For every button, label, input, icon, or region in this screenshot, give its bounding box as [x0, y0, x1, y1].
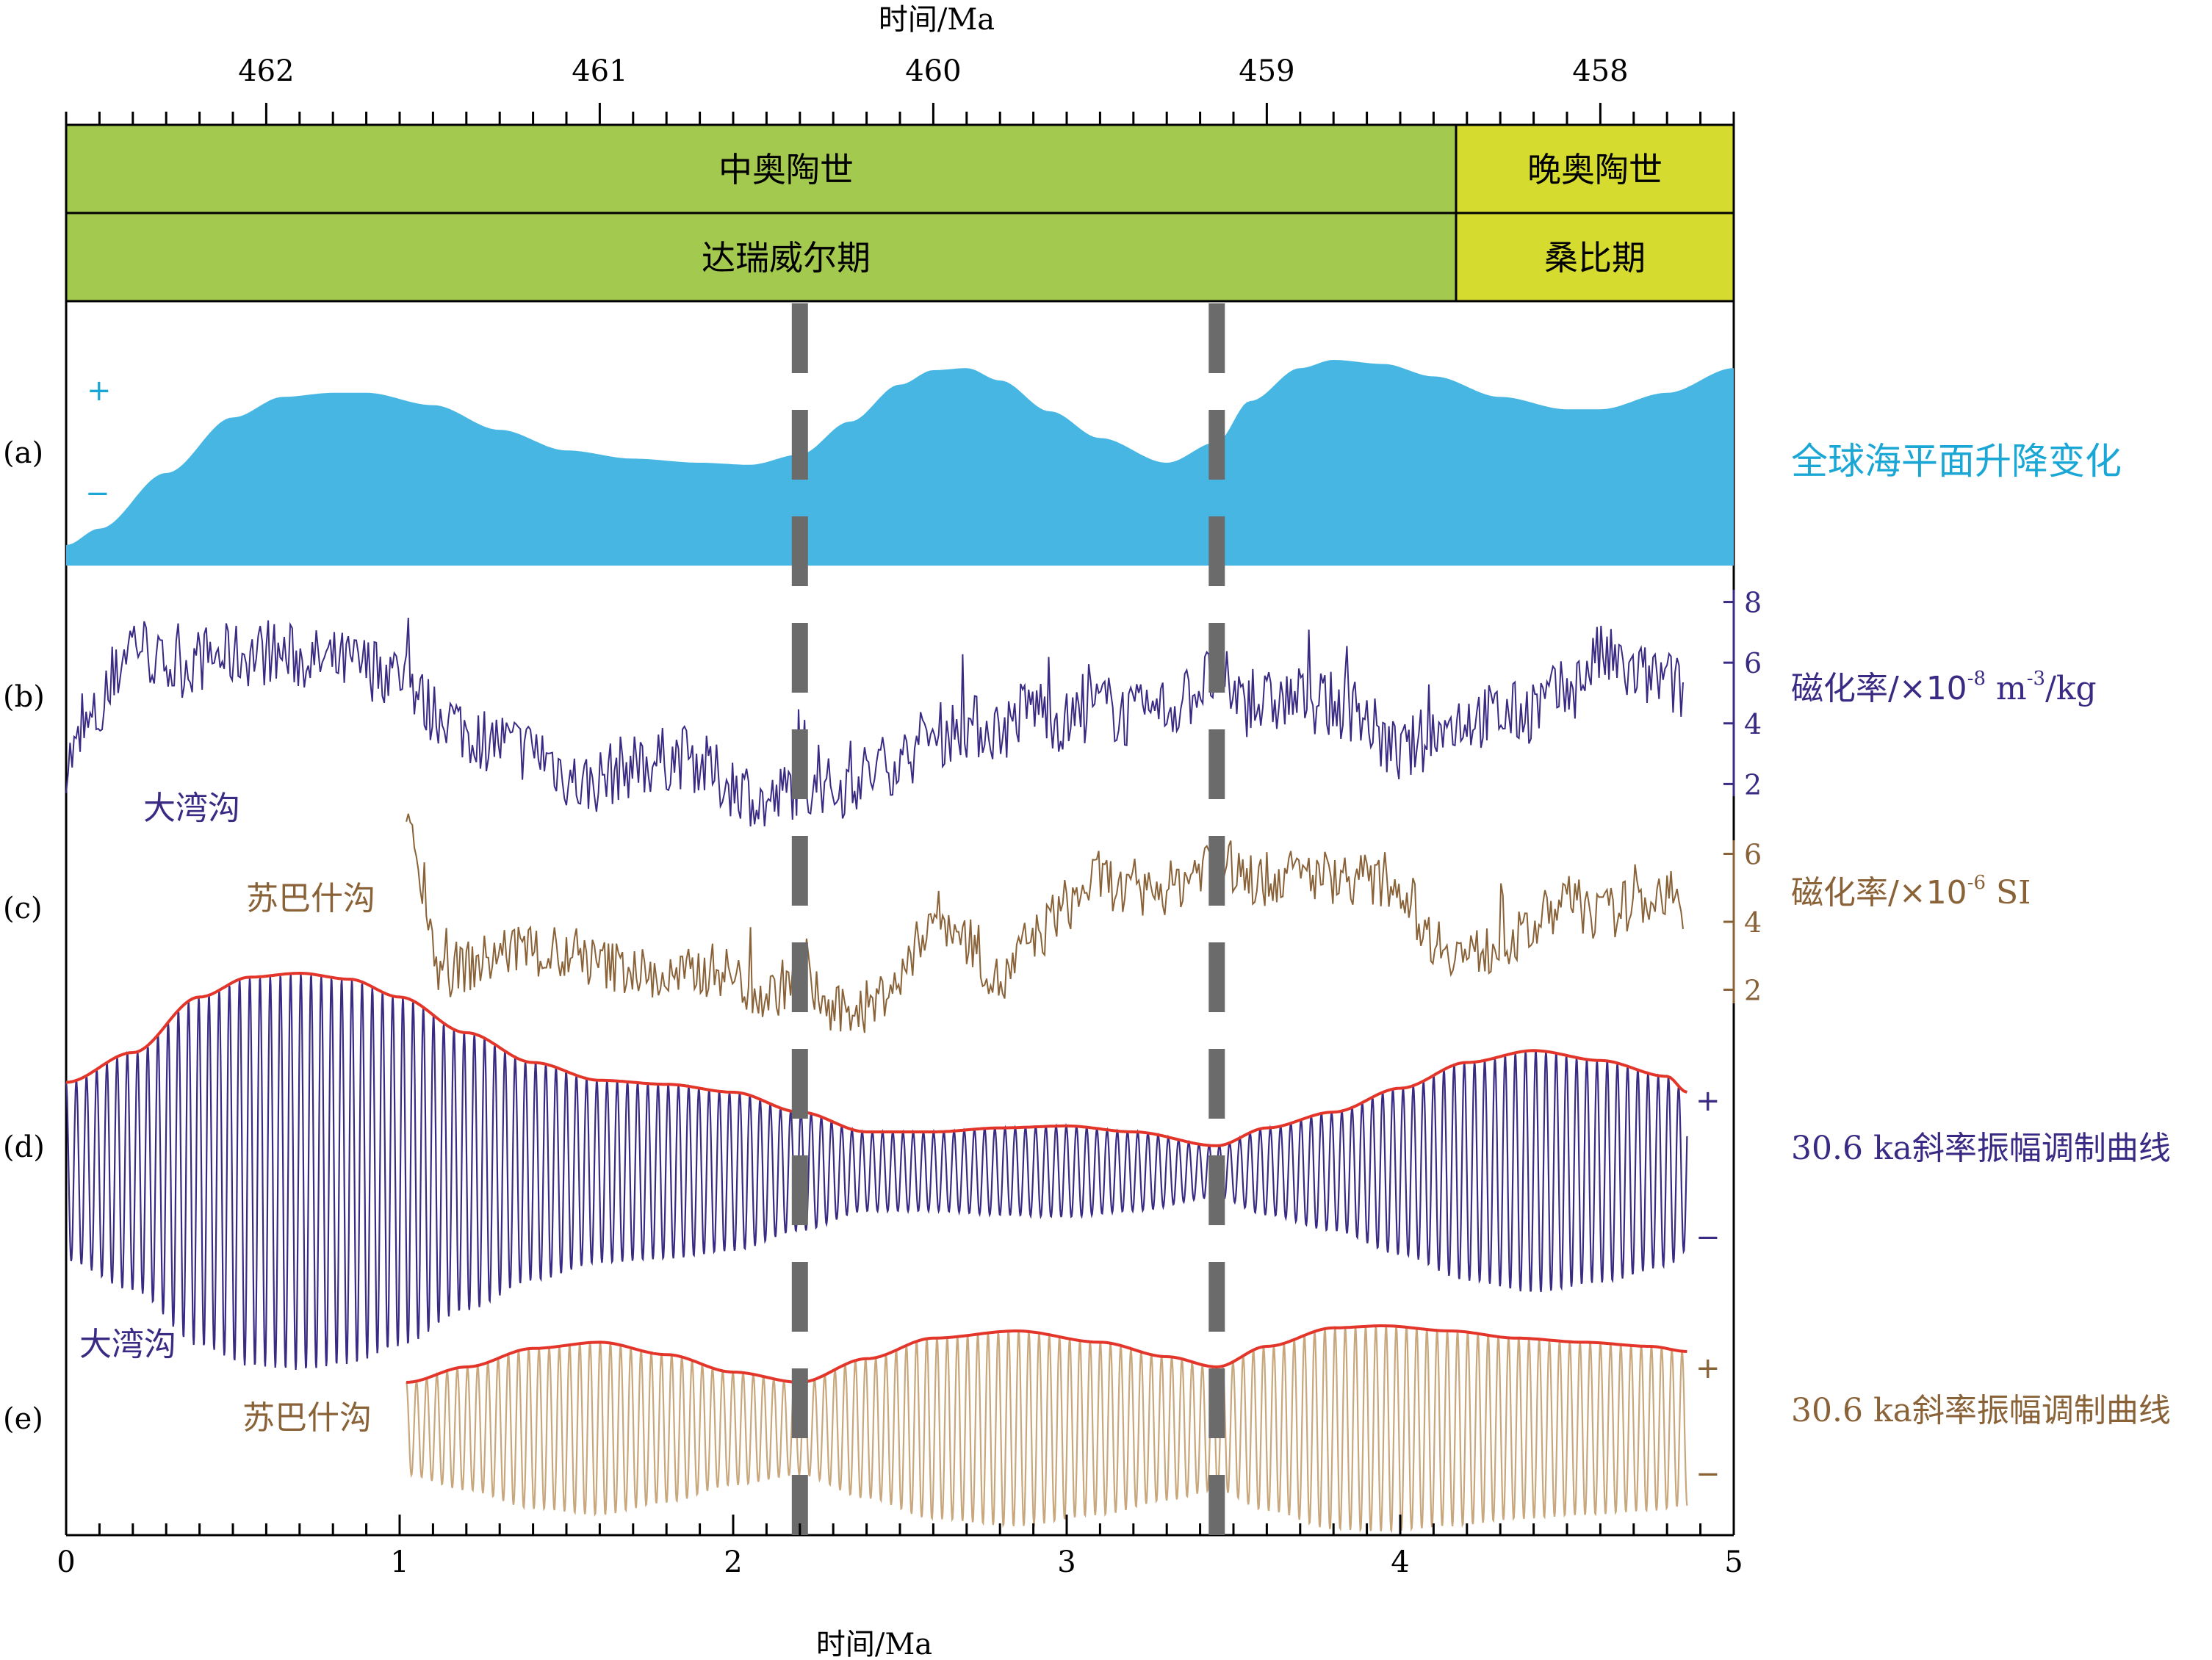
series-line-dawangou-ms	[65, 618, 1684, 827]
ms-b-tick-label: 4	[1744, 708, 1762, 740]
series-line-subashigou-ms	[406, 813, 1684, 1033]
ms-c-tick-label: 2	[1744, 975, 1762, 1007]
middle-ordovician-cell	[65, 123, 1458, 214]
am-e-minus: −	[1696, 1457, 1721, 1491]
bottom-tick-label: 1	[390, 1545, 408, 1579]
top-tick-label: 458	[1572, 54, 1628, 88]
sandbian-cell	[1455, 212, 1735, 303]
series-label-upper: 晚奥陶世	[1527, 150, 1662, 190]
am-d-plus: +	[1696, 1084, 1721, 1118]
site-label-c: 苏巴什沟	[246, 880, 375, 917]
ms-c-title: 磁化率/×10-6 SI	[1791, 872, 2031, 912]
top-tick-label: 461	[572, 54, 627, 88]
am-curve-dawangou	[65, 973, 1688, 1370]
am-curve-subashigou	[406, 1324, 1688, 1534]
top-tick-label: 460	[905, 54, 961, 88]
sea-level-title: 全球海平面升降变化	[1791, 440, 2122, 483]
ms-b-tick-label: 6	[1744, 647, 1762, 679]
am-envelope-dawangou	[65, 971, 1688, 1147]
sea-level-area	[66, 360, 1734, 566]
bottom-axis-title: 时间/Ma	[816, 1628, 932, 1660]
ms-b-axis: 8 6 4 2	[1723, 587, 1762, 801]
series-label-middle: 中奥陶世	[718, 150, 854, 190]
dashed-markers	[791, 301, 1225, 1535]
ms-c-tick-label: 4	[1744, 906, 1762, 939]
ms-b-tick-label: 2	[1744, 768, 1762, 801]
am-d-minus: −	[1696, 1221, 1721, 1255]
ms-b-title: 磁化率/×10-8 m-3/kg	[1791, 668, 2097, 707]
panel-label-a: (a)	[3, 436, 43, 470]
top-axis-labels: 462 461 460 459 458	[238, 54, 1628, 88]
bottom-axis-labels: 0 1 2 3 4 5	[57, 1545, 1743, 1579]
chronostratigraphy-table: 中奥陶世 晚奥陶世 达瑞威尔期 桑比期	[65, 123, 1735, 303]
panel-label-d: (d)	[3, 1130, 45, 1164]
top-axis-title: 时间/Ma	[879, 3, 995, 37]
top-axis-ticks	[65, 103, 1735, 126]
bottom-tick-label: 2	[724, 1545, 742, 1579]
bottom-tick-label: 5	[1724, 1545, 1743, 1579]
ms-b-tick-label: 8	[1744, 587, 1762, 619]
site-label-b: 大湾沟	[143, 790, 240, 827]
site-label-d: 大湾沟	[79, 1326, 176, 1363]
upper-ordovician-cell	[1455, 123, 1735, 214]
bottom-axis-ticks	[65, 1515, 1735, 1535]
bottom-tick-label: 0	[57, 1545, 75, 1579]
panel-label-b: (b)	[3, 680, 45, 714]
stage-label-darriwilian: 达瑞威尔期	[702, 238, 871, 278]
top-tick-label: 462	[238, 54, 294, 88]
site-label-e: 苏巴什沟	[242, 1399, 372, 1437]
top-tick-label: 459	[1239, 54, 1294, 88]
am-envelope-subashigou	[406, 1324, 1687, 1385]
panel-label-c: (c)	[3, 892, 43, 925]
am-e-plus: +	[1696, 1352, 1721, 1385]
bottom-tick-label: 4	[1391, 1545, 1409, 1579]
bottom-tick-label: 3	[1057, 1545, 1076, 1579]
sea-level-minus: −	[85, 477, 110, 510]
ms-c-axis: 6 4 2	[1723, 839, 1762, 1007]
panel-label-e: (e)	[3, 1402, 43, 1436]
am-e-title: 30.6 ka斜率振幅调制曲线	[1791, 1392, 2171, 1429]
am-d-title: 30.6 ka斜率振幅调制曲线	[1791, 1130, 2171, 1167]
ms-c-tick-label: 6	[1744, 839, 1762, 871]
stage-label-sandbian: 桑比期	[1544, 238, 1646, 278]
sea-level-plus: +	[87, 374, 112, 408]
